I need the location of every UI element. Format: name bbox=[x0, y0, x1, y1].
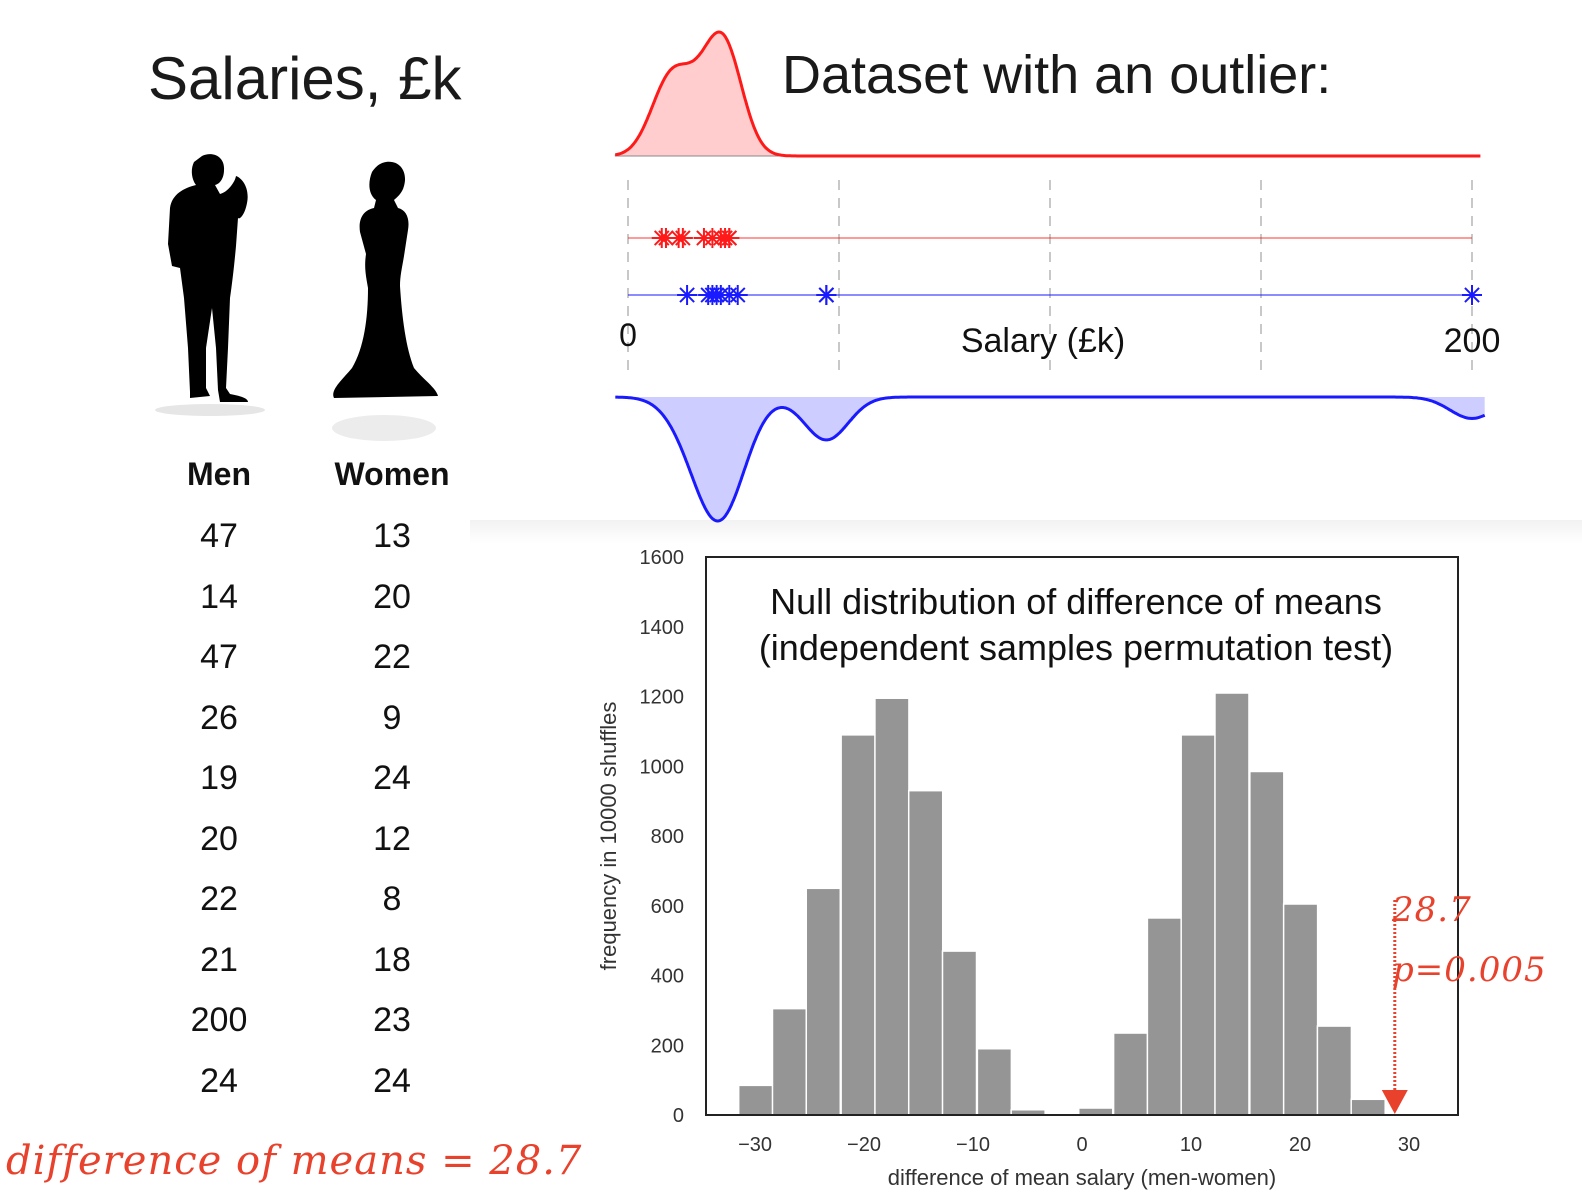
y-tick-label: 200 bbox=[651, 1035, 684, 1057]
column-header-women: Women bbox=[334, 456, 450, 492]
men-data-point bbox=[816, 285, 837, 305]
x-axis-label: Salary (£k) bbox=[961, 322, 1125, 360]
plot-frame bbox=[705, 556, 1459, 1116]
histogram-bar bbox=[1282, 903, 1319, 1116]
section-divider bbox=[470, 520, 1582, 544]
histogram-bar bbox=[805, 887, 842, 1116]
men-salary-cell: 20 bbox=[200, 819, 238, 858]
salaries-title: Salaries, £k bbox=[148, 45, 462, 112]
outlier-title: Dataset with an outlier: bbox=[782, 45, 1332, 105]
histogram-bar bbox=[1077, 1107, 1114, 1116]
histogram-bar bbox=[1214, 692, 1250, 1116]
histogram-bar bbox=[874, 697, 910, 1116]
women-density-curve bbox=[615, 30, 1481, 158]
histogram-bar bbox=[737, 1084, 774, 1116]
x-tick-label: −30 bbox=[738, 1134, 772, 1156]
women-salary-cell: 18 bbox=[373, 940, 411, 979]
y-tick-label: 1200 bbox=[640, 687, 685, 709]
observed-value-annotation: 28.7 bbox=[1392, 890, 1472, 930]
x-tick-label: 30 bbox=[1398, 1134, 1420, 1156]
x-tick-label: −20 bbox=[847, 1134, 881, 1156]
histogram-bar bbox=[941, 950, 978, 1116]
y-tick-label: 400 bbox=[651, 966, 684, 988]
man-silhouette-icon bbox=[155, 154, 265, 416]
men-salary-cell: 19 bbox=[200, 759, 238, 797]
women-salary-cell: 22 bbox=[373, 638, 411, 676]
men-data-point bbox=[677, 285, 698, 305]
men-salary-cell: 22 bbox=[200, 880, 238, 918]
x-tick-label: 20 bbox=[1289, 1134, 1311, 1156]
women-salary-cell: 13 bbox=[373, 517, 411, 555]
chart-title-line: Null distribution of difference of means bbox=[770, 581, 1382, 622]
histogram-bar bbox=[1350, 1098, 1386, 1116]
p-value-annotation: p=0.005 bbox=[1392, 950, 1547, 990]
women-salary-cell: 12 bbox=[373, 819, 411, 858]
histogram-bar bbox=[907, 789, 944, 1116]
x-tick-label: 200 bbox=[1444, 322, 1501, 360]
women-salary-cell: 23 bbox=[373, 1001, 411, 1039]
histogram-bar bbox=[1249, 770, 1285, 1116]
x-tick-label: 10 bbox=[1180, 1134, 1202, 1156]
women-data-point bbox=[651, 228, 672, 248]
arrow-head-icon bbox=[1381, 1090, 1408, 1114]
men-salary-cell: 14 bbox=[200, 577, 238, 616]
y-axis-label: frequency in 10000 shuffles bbox=[596, 702, 621, 971]
y-tick-label: 1400 bbox=[640, 617, 685, 639]
men-density-fill bbox=[615, 397, 1485, 521]
men-salary-cell: 47 bbox=[200, 638, 238, 676]
men-salary-cell: 24 bbox=[200, 1061, 238, 1100]
women-salary-cell: 9 bbox=[382, 698, 402, 737]
difference-annotation: difference of means = 28.7 bbox=[6, 1138, 583, 1184]
x-tick-label: 0 bbox=[1076, 1134, 1087, 1156]
women-data-point bbox=[693, 228, 714, 248]
histogram-bar bbox=[1112, 1032, 1149, 1116]
men-data-point bbox=[1462, 285, 1482, 305]
histogram-bar bbox=[1146, 917, 1183, 1116]
y-tick-label: 1000 bbox=[640, 756, 685, 778]
salary-strip-plot: 0 200 Salary (£k) bbox=[614, 30, 1501, 523]
women-data-point bbox=[668, 228, 689, 248]
column-header-men: Men bbox=[187, 456, 251, 492]
histogram-bar bbox=[1316, 1025, 1353, 1116]
women-salary-cell: 8 bbox=[382, 880, 402, 918]
y-tick-label: 1600 bbox=[640, 547, 685, 569]
men-density-curve bbox=[615, 395, 1486, 523]
men-salary-cell: 200 bbox=[190, 1001, 248, 1039]
men-salary-cell: 47 bbox=[200, 517, 238, 555]
men-salary-cell: 21 bbox=[200, 940, 238, 979]
x-axis-label: difference of mean salary (men-women) bbox=[888, 1165, 1276, 1190]
y-tick-label: 800 bbox=[651, 826, 684, 848]
histogram-bar bbox=[1180, 734, 1216, 1116]
x-tick-label: 0 bbox=[619, 317, 637, 353]
men-data-point bbox=[719, 285, 740, 305]
y-tick-label: 0 bbox=[673, 1105, 684, 1127]
men-salary-cell: 26 bbox=[200, 698, 238, 737]
women-salary-cell: 20 bbox=[373, 577, 411, 616]
chart-title-line: (independent samples permutation test) bbox=[759, 627, 1393, 668]
x-tick-label: −10 bbox=[956, 1134, 990, 1156]
histogram-bar bbox=[840, 734, 876, 1116]
histogram-bar bbox=[771, 1007, 808, 1116]
histogram-bar bbox=[976, 1047, 1013, 1116]
women-salary-cell: 24 bbox=[373, 759, 411, 797]
woman-silhouette-icon bbox=[332, 161, 438, 441]
women-salary-cell: 24 bbox=[373, 1061, 411, 1100]
y-tick-label: 600 bbox=[651, 896, 684, 918]
women-data-point bbox=[719, 228, 740, 248]
